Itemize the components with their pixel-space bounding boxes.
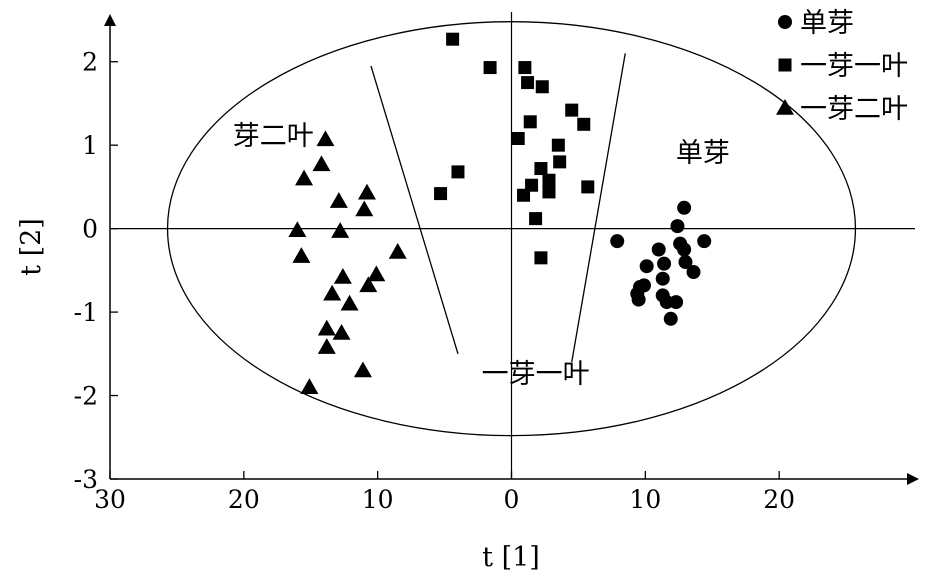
data-point-circle	[610, 234, 625, 249]
data-point-square	[535, 80, 549, 94]
data-point-square	[577, 117, 591, 131]
data-point-square	[511, 132, 525, 146]
data-point-triangle	[312, 155, 331, 172]
legend-label: 一芽二叶	[800, 94, 908, 125]
data-point-square	[529, 212, 543, 226]
data-point-triangle	[357, 183, 376, 200]
data-point-triangle	[288, 221, 307, 238]
x-tick-label: 10	[362, 485, 394, 514]
data-point-square	[517, 188, 531, 202]
data-point-triangle	[353, 361, 372, 378]
data-point-circle	[639, 259, 654, 274]
data-point-circle	[670, 219, 685, 234]
x-ticks: 30 20 10 0 10 20	[94, 471, 795, 514]
data-point-triangle	[332, 323, 351, 340]
data-point-circle	[651, 242, 666, 257]
data-point-square	[553, 155, 567, 169]
data-point-triangle	[316, 130, 335, 147]
data-point-triangle	[359, 276, 378, 293]
data-point-circle	[677, 200, 692, 215]
x-tick-label: 20	[763, 485, 795, 514]
data-point-triangle	[333, 268, 352, 284]
data-point-square	[518, 61, 532, 75]
data-point-square	[525, 178, 539, 192]
data-point-square	[551, 138, 565, 152]
data-point-circle	[697, 234, 712, 249]
y-tick-label: 2	[82, 48, 98, 77]
data-point-triangle	[388, 243, 407, 259]
data-point-triangle	[329, 192, 348, 208]
data-point-circle	[669, 295, 684, 310]
data-points	[288, 32, 712, 394]
separator-line-2	[571, 53, 626, 363]
data-point-triangle	[355, 200, 374, 217]
y-tick-label: -2	[74, 382, 98, 411]
data-point-circle	[677, 242, 692, 257]
group-separators	[370, 53, 626, 363]
y-ticks: -3 -2 -1 0 1 2	[74, 48, 118, 494]
data-point-triangle	[295, 169, 314, 186]
x-tick-label: 10	[629, 485, 661, 514]
confidence-ellipse	[166, 21, 857, 437]
data-point-circle	[663, 311, 678, 326]
data-point-square	[534, 251, 548, 265]
x-tick-label: 30	[94, 485, 126, 514]
x-tick-label: 0	[504, 485, 520, 514]
group-annotation: 单芽	[676, 138, 730, 169]
legend-label: 一芽一叶	[800, 51, 908, 82]
data-point-square	[542, 185, 556, 199]
legend-marker-circle	[778, 15, 792, 29]
data-point-square	[534, 162, 548, 176]
data-point-square	[523, 115, 537, 129]
data-point-triangle	[300, 378, 319, 394]
data-point-circle	[631, 292, 646, 307]
data-point-circle	[657, 256, 672, 271]
data-point-square	[483, 61, 497, 75]
legend-marker-triangle	[776, 99, 794, 115]
x-axis-label: t [1]	[482, 542, 540, 573]
data-point-triangle	[331, 222, 350, 238]
group-annotation: 芽二叶	[233, 121, 314, 152]
x-tick-label: 20	[228, 485, 260, 514]
data-point-triangle	[317, 338, 336, 354]
y-tick-label: -1	[74, 298, 98, 327]
data-point-square	[434, 187, 448, 201]
y-axis-label: t [2]	[16, 218, 47, 276]
data-point-square	[581, 180, 595, 194]
data-point-circle	[686, 265, 701, 280]
data-point-circle	[636, 278, 651, 293]
data-point-triangle	[367, 265, 386, 282]
axes	[104, 12, 919, 485]
data-point-square	[446, 32, 460, 46]
data-point-circle	[655, 271, 670, 286]
y-tick-label: -3	[74, 465, 98, 494]
data-point-triangle	[317, 319, 336, 336]
data-point-square	[542, 173, 556, 187]
data-point-triangle	[340, 294, 359, 311]
y-tick-label: 1	[82, 131, 98, 160]
legend-marker-square	[778, 58, 792, 72]
data-point-circle	[678, 255, 693, 270]
data-point-square	[451, 165, 465, 179]
separator-line-1	[370, 65, 459, 355]
y-tick-label: 0	[82, 215, 98, 244]
legend-label: 单芽	[800, 8, 854, 39]
data-point-triangle	[292, 247, 311, 263]
data-point-triangle	[323, 284, 342, 301]
data-point-square	[565, 103, 579, 117]
data-point-square	[521, 76, 535, 90]
group-annotation: 一芽一叶	[482, 359, 590, 390]
